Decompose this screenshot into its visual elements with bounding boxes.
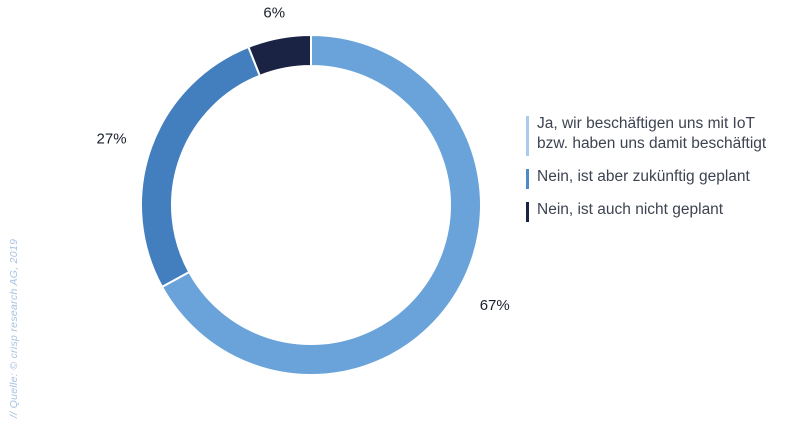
legend-item-geplant: Nein, ist aber zukünftig geplant [526,167,796,189]
donut-slices [140,33,482,376]
legend-item-nicht-geplant: Nein, ist auch nicht geplant [526,200,796,222]
legend-swatch-nicht-geplant [526,202,529,222]
legend: Ja, wir beschäftigen uns mit IoT bzw. ha… [526,114,796,233]
legend-label-ja-line-1: Ja, wir beschäftigen uns mit IoT [537,115,755,132]
slice-labels: 67% 27% 6% [97,4,510,313]
legend-label-nicht-geplant: Nein, ist auch nicht geplant [537,201,724,218]
donut-slice-0 [160,33,482,376]
legend-swatch-ja [526,116,529,156]
legend-swatch-geplant [526,169,529,189]
legend-item-ja: Ja, wir beschäftigen uns mit IoT bzw. ha… [526,114,796,156]
donut-slice-1 [140,45,262,289]
source-note: // Quelle: © crisp research AG, 2019 [8,238,20,418]
donut-slice-2 [247,33,312,78]
legend-label-ja-line-2: bzw. haben uns damit beschäftigt [537,135,767,152]
slice-label-0: 67% [480,297,510,314]
legend-label-ja: Ja, wir beschäftigen uns mit IoT bzw. ha… [537,114,766,154]
slice-label-1: 27% [97,131,127,148]
legend-label-geplant: Nein, ist aber zukünftig geplant [537,168,750,185]
slice-label-2: 6% [263,4,285,21]
